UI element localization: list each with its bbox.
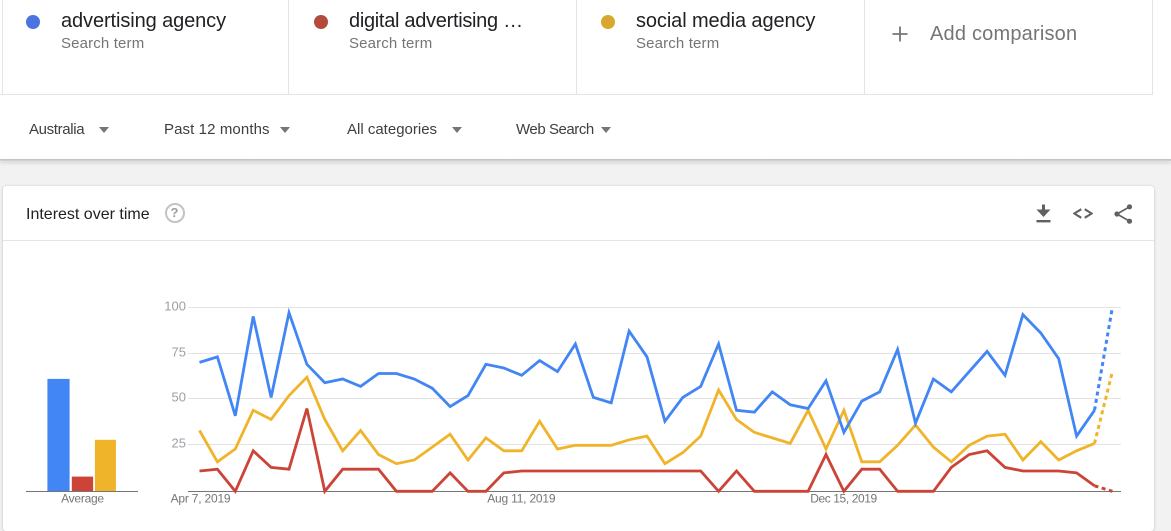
svg-text:100: 100 [164,298,186,313]
svg-text:Dec 15, 2019: Dec 15, 2019 [810,492,877,506]
svg-text:50: 50 [172,389,186,404]
svg-text:25: 25 [172,435,186,450]
svg-text:Aug 11, 2019: Aug 11, 2019 [487,492,556,506]
svg-text:Apr 7, 2019: Apr 7, 2019 [171,492,231,506]
svg-text:75: 75 [172,344,186,359]
svg-text:Average: Average [61,492,104,506]
